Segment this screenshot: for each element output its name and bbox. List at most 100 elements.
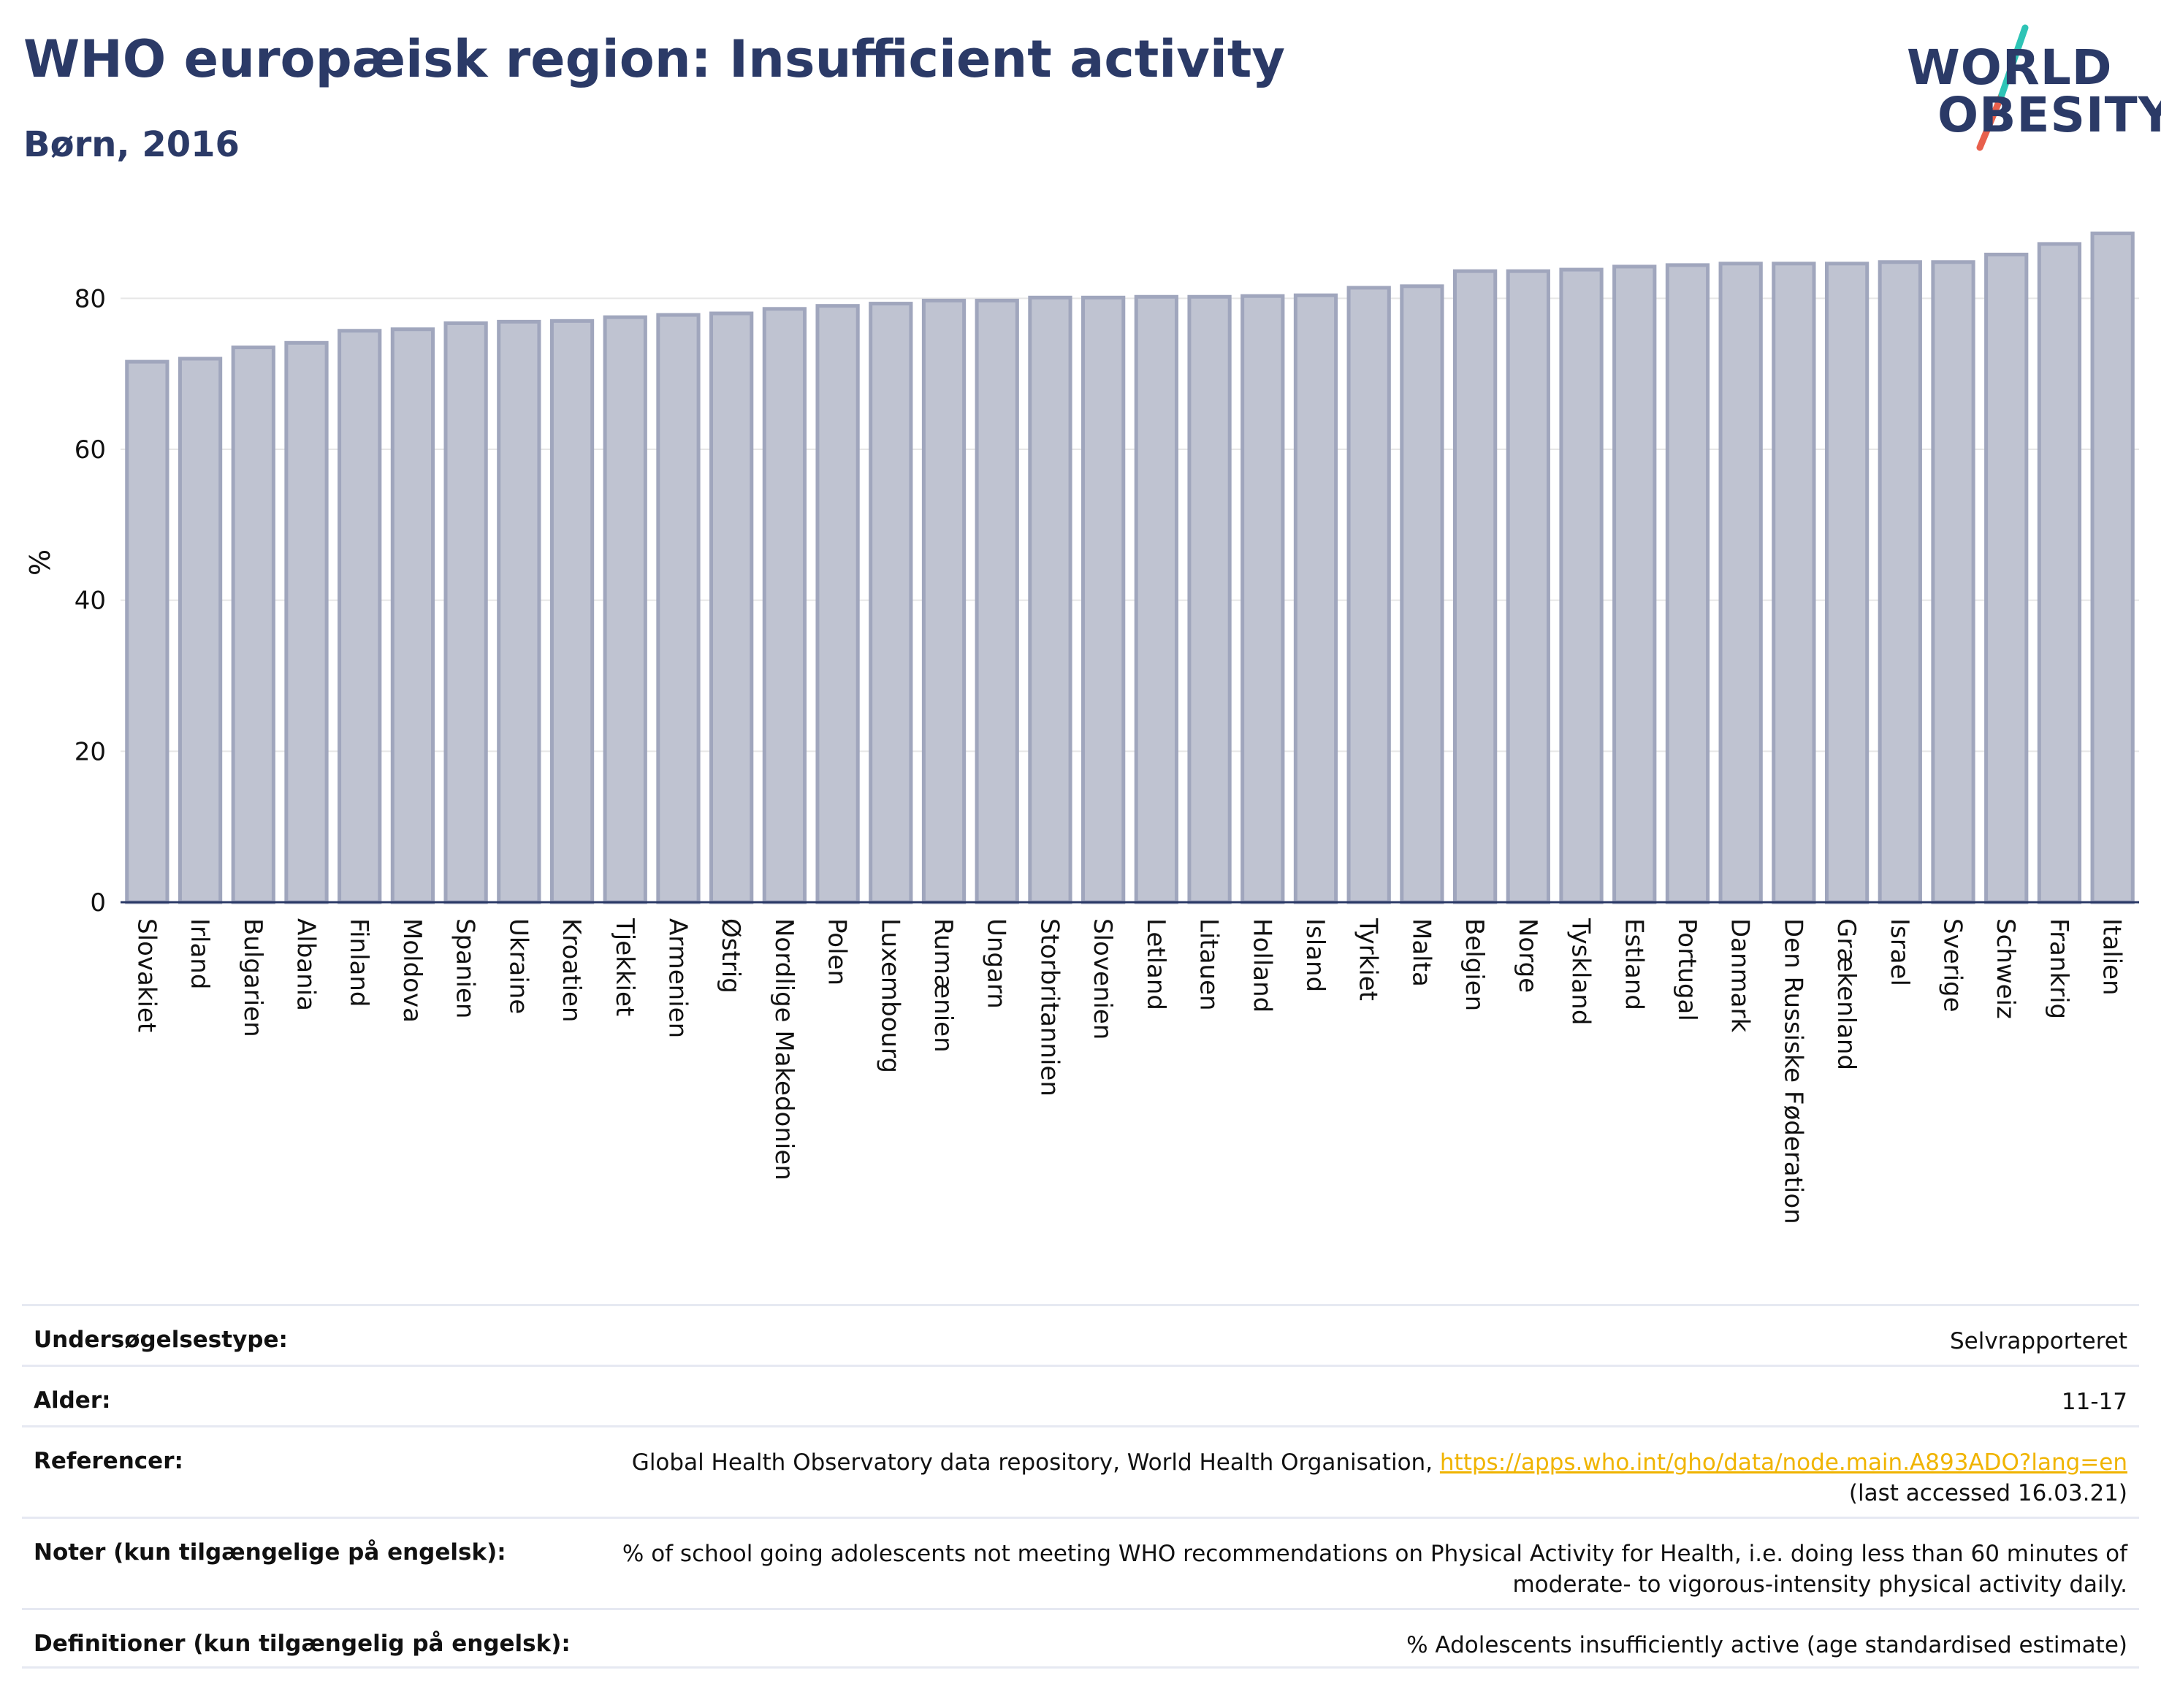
- metadata-table: Undersøgelsestype: Selvrapporteret Alder…: [22, 1304, 2139, 1669]
- x-tick-label: Luxembourg: [875, 918, 904, 1073]
- x-tick-label: Israel: [1885, 918, 1914, 986]
- x-tick-label: Bulgarien: [238, 918, 267, 1037]
- x-tick-label: Danmark: [1726, 918, 1755, 1032]
- bar: [1346, 286, 1391, 904]
- logo-line1: WORLD: [1907, 39, 2113, 96]
- bar: [1772, 262, 1816, 904]
- logo-line2: OBESITY: [1937, 87, 2161, 143]
- x-tick-label: Tjekkiet: [610, 918, 639, 1016]
- bar: [1081, 295, 1126, 904]
- meta-label: Noter (kun tilgængelige på engelsk):: [34, 1539, 506, 1566]
- x-tick-label: Spanien: [451, 918, 480, 1018]
- bar: [869, 302, 913, 904]
- x-tick-label: Italien: [2097, 918, 2127, 996]
- bar: [1878, 260, 1922, 904]
- logo-slash-icon: [1976, 24, 2029, 151]
- bar: [1718, 262, 1763, 904]
- bar: [1824, 262, 1870, 904]
- x-tick-label: Storbritannien: [1034, 918, 1064, 1097]
- bar: [815, 304, 860, 904]
- x-tick-label: Albania: [291, 918, 320, 1011]
- bar: [1293, 293, 1338, 904]
- meta-value: % Adolescents insufficiently active (age…: [1406, 1632, 2127, 1658]
- y-axis-label: %: [24, 549, 56, 576]
- bar: [443, 321, 488, 904]
- meta-value: 11-17: [2061, 1389, 2127, 1415]
- page-title: WHO europæisk region: Insufficient activ…: [23, 29, 1285, 89]
- meta-label: Undersøgelsestype:: [34, 1327, 288, 1353]
- bar: [390, 327, 435, 904]
- x-tick-label: Frankrig: [2044, 918, 2073, 1019]
- bar: [1452, 269, 1498, 904]
- bar: [1240, 294, 1285, 904]
- x-tick-label: Estland: [1619, 918, 1648, 1010]
- meta-value: Selvrapporteret: [1949, 1328, 2127, 1354]
- reference-text: Global Health Observatory data repositor…: [631, 1449, 1433, 1476]
- y-tick-label: 20: [75, 737, 106, 766]
- bar: [709, 311, 754, 904]
- bar: [178, 357, 223, 904]
- x-tick-label: Schweiz: [1991, 918, 2020, 1019]
- x-tick-label: Ungarn: [982, 918, 1011, 1009]
- meta-row-survey-type: Undersøgelsestype: Selvrapporteret: [22, 1304, 2139, 1365]
- bar: [231, 346, 275, 904]
- bar: [1400, 284, 1444, 904]
- y-tick-label: 80: [75, 284, 106, 313]
- x-tick-label: Slovenien: [1088, 918, 1117, 1040]
- bar: [1612, 264, 1657, 904]
- y-tick-label: 60: [75, 435, 106, 465]
- x-tick-label: Norge: [1513, 918, 1542, 993]
- reference-link[interactable]: https://apps.who.int/gho/data/node.main.…: [1439, 1449, 2127, 1476]
- x-tick-label: Nordlige Makedonien: [769, 918, 799, 1181]
- reference-accessed: (last accessed 16.03.21): [1848, 1479, 2127, 1506]
- bar: [125, 359, 169, 904]
- meta-label: Alder:: [34, 1387, 111, 1414]
- x-tick-label: Polen: [823, 918, 852, 985]
- bar: [656, 313, 701, 904]
- x-tick-label: Østrig: [716, 918, 745, 994]
- meta-row-age: Alder: 11-17: [22, 1365, 2139, 1425]
- x-tick-label: Litauen: [1194, 918, 1224, 1011]
- bar: [1028, 295, 1072, 904]
- bar: [1931, 260, 1975, 904]
- bar: [975, 298, 1019, 904]
- bar: [497, 319, 541, 904]
- x-tick-label: Tyskland: [1566, 918, 1596, 1025]
- bar: [1984, 252, 2029, 904]
- y-tick-label: 40: [75, 587, 106, 616]
- bar: [1559, 267, 1604, 904]
- bar: [603, 315, 647, 904]
- x-tick-label: Letland: [1141, 918, 1170, 1010]
- x-tick-label: Rumænien: [929, 918, 958, 1053]
- meta-label: Referencer:: [34, 1448, 183, 1474]
- x-tick-label: Ukraine: [503, 918, 533, 1014]
- bar: [284, 340, 329, 904]
- meta-value: Global Health Observatory data repositor…: [632, 1448, 2127, 1509]
- meta-row-references: Referencer: Global Health Observatory da…: [22, 1425, 2139, 1517]
- bar: [1506, 269, 1550, 904]
- x-tick-label: Armenien: [663, 918, 692, 1038]
- bar: [2090, 231, 2135, 904]
- x-tick-label: Grækenland: [1832, 918, 1861, 1070]
- x-tick-label: Island: [1300, 918, 1330, 992]
- x-tick-label: Slovakiet: [132, 918, 161, 1032]
- bar: [762, 307, 807, 904]
- page-subtitle: Børn, 2016: [23, 124, 240, 165]
- bar: [1134, 294, 1178, 904]
- x-tick-label: Irland: [185, 918, 214, 989]
- meta-value: % of school going adolescents not meetin…: [622, 1541, 2127, 1598]
- x-tick-label: Den Russiske Føderation: [1778, 918, 1807, 1224]
- bar: [2037, 242, 2082, 904]
- x-tick-label: Belgien: [1460, 918, 1489, 1011]
- x-tick-label: Holland: [1247, 918, 1276, 1013]
- bar: [549, 319, 595, 904]
- x-tick-label: Malta: [1406, 918, 1436, 987]
- bar-chart: 0 20 40 60 80% Slovakiet Irland Bulgarien Albani…: [24, 231, 2139, 1224]
- bar: [1665, 263, 1710, 904]
- y-tick-label: 0: [90, 888, 106, 918]
- x-tick-label: Tyrkiet: [1354, 918, 1383, 1001]
- x-tick-label: Sverige: [1938, 918, 1967, 1013]
- x-tick-label: Portugal: [1672, 918, 1701, 1021]
- meta-label: Definitioner (kun tilgængelig på engelsk…: [34, 1631, 571, 1657]
- meta-row-notes: Noter (kun tilgængelige på engelsk): % o…: [22, 1517, 2139, 1608]
